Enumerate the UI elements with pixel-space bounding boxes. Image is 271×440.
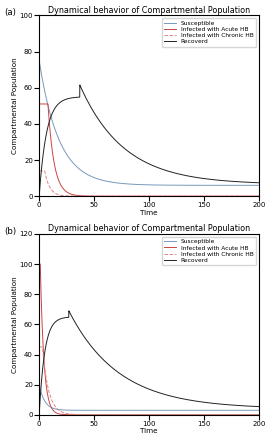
Recoverd — [76, 95, 79, 100]
Recoverd — [78, 82, 81, 88]
Susceptible — [229, 407, 233, 413]
Infected with Acute HB — [76, 412, 79, 418]
Line: Infected with Chronic HB: Infected with Chronic HB — [39, 171, 259, 196]
Recoverd — [38, 194, 41, 199]
X-axis label: Time: Time — [140, 210, 158, 216]
Text: (a): (a) — [4, 8, 16, 17]
Infected with Acute HB — [253, 412, 256, 418]
Recoverd — [63, 315, 66, 320]
Infected with Chronic HB — [131, 194, 134, 199]
Infected with Acute HB — [229, 412, 233, 418]
Legend: Susceptible, Infected with Acute HB, Infected with Chronic HB, Recoverd: Susceptible, Infected with Acute HB, Inf… — [162, 18, 256, 47]
Infected with Acute HB — [122, 194, 125, 199]
Infected with Acute HB — [63, 187, 66, 192]
Infected with Chronic HB — [38, 168, 41, 173]
Infected with Chronic HB — [229, 194, 233, 199]
Susceptible — [63, 147, 66, 153]
Recoverd — [229, 179, 233, 184]
Recoverd — [257, 180, 260, 185]
Line: Recoverd: Recoverd — [39, 85, 259, 196]
Susceptible — [63, 407, 66, 413]
Recoverd — [253, 404, 256, 409]
Infected with Acute HB — [122, 412, 125, 418]
Recoverd — [38, 412, 41, 418]
Infected with Acute HB — [253, 194, 256, 199]
Recoverd — [67, 308, 70, 313]
Line: Infected with Acute HB: Infected with Acute HB — [39, 264, 259, 415]
Infected with Acute HB — [131, 194, 134, 199]
Infected with Chronic HB — [253, 412, 256, 418]
Infected with Chronic HB — [122, 412, 125, 418]
Susceptible — [38, 382, 41, 387]
Infected with Chronic HB — [229, 412, 233, 418]
Line: Infected with Chronic HB: Infected with Chronic HB — [39, 347, 259, 415]
Infected with Acute HB — [131, 412, 134, 418]
Recoverd — [131, 379, 135, 384]
Infected with Chronic HB — [257, 194, 260, 199]
Infected with Acute HB — [76, 193, 79, 198]
Susceptible — [257, 407, 260, 413]
Susceptible — [76, 165, 79, 170]
Title: Dynamical behavior of Compartmental Population: Dynamical behavior of Compartmental Popu… — [48, 6, 250, 15]
Recoverd — [131, 152, 135, 158]
Susceptible — [253, 407, 256, 413]
Line: Recoverd: Recoverd — [39, 311, 259, 415]
Susceptible — [251, 407, 254, 413]
Infected with Acute HB — [38, 101, 41, 106]
Susceptible — [38, 58, 41, 63]
Recoverd — [76, 323, 79, 329]
Infected with Chronic HB — [76, 412, 79, 417]
Infected with Chronic HB — [63, 193, 66, 198]
Infected with Acute HB — [229, 194, 233, 199]
Infected with Acute HB — [38, 261, 41, 267]
Susceptible — [229, 183, 233, 188]
Recoverd — [253, 180, 256, 185]
Infected with Acute HB — [257, 412, 260, 418]
Line: Susceptible: Susceptible — [39, 385, 259, 410]
Recoverd — [257, 404, 260, 409]
X-axis label: Time: Time — [140, 429, 158, 434]
Susceptible — [253, 183, 256, 188]
Infected with Acute HB — [63, 412, 66, 417]
Infected with Chronic HB — [122, 194, 125, 199]
Text: (b): (b) — [4, 227, 16, 236]
Susceptible — [122, 407, 125, 413]
Infected with Acute HB — [257, 194, 260, 199]
Y-axis label: Compartmental Population: Compartmental Population — [12, 58, 18, 154]
Legend: Susceptible, Infected with Acute HB, Infected with Chronic HB, Recoverd: Susceptible, Infected with Acute HB, Inf… — [162, 237, 256, 265]
Susceptible — [76, 407, 79, 413]
Susceptible — [131, 182, 134, 187]
Infected with Chronic HB — [76, 194, 79, 199]
Recoverd — [63, 97, 66, 103]
Infected with Chronic HB — [131, 412, 134, 418]
Susceptible — [257, 183, 260, 188]
Recoverd — [229, 402, 233, 407]
Y-axis label: Compartmental Population: Compartmental Population — [12, 276, 18, 373]
Line: Susceptible: Susceptible — [39, 61, 259, 185]
Line: Infected with Acute HB: Infected with Acute HB — [39, 104, 259, 196]
Infected with Chronic HB — [63, 410, 66, 415]
Infected with Chronic HB — [253, 194, 256, 199]
Susceptible — [131, 407, 134, 413]
Infected with Chronic HB — [38, 345, 41, 350]
Recoverd — [122, 145, 125, 150]
Recoverd — [122, 374, 125, 379]
Susceptible — [122, 181, 125, 186]
Title: Dynamical behavior of Compartmental Population: Dynamical behavior of Compartmental Popu… — [48, 224, 250, 233]
Infected with Chronic HB — [257, 412, 260, 418]
